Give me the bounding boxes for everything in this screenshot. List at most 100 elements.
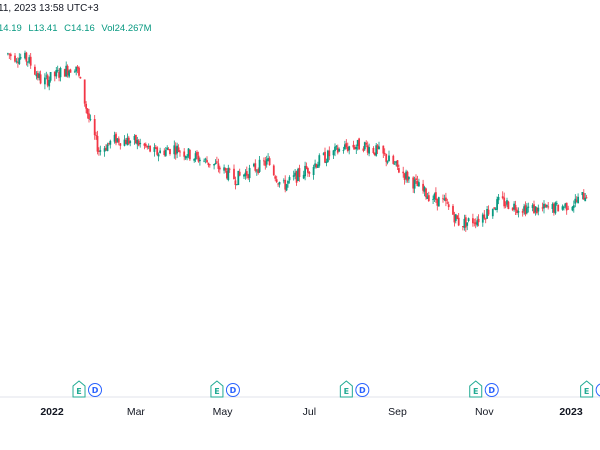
candle-body [237, 170, 240, 185]
candle-body [255, 170, 258, 172]
dividends-marker[interactable]: D [484, 383, 499, 397]
candle-body [79, 77, 82, 79]
candle-body [85, 103, 87, 109]
candle-body [368, 147, 370, 154]
candle [433, 192, 436, 202]
earnings-marker[interactable]: E [72, 380, 86, 398]
candle [213, 163, 215, 170]
candle [416, 175, 419, 187]
earnings-marker[interactable]: E [210, 380, 224, 398]
candle [467, 217, 470, 223]
candle-body [403, 173, 406, 180]
candle-body [218, 167, 221, 170]
candle-body [402, 171, 405, 174]
earnings-icon [469, 380, 483, 398]
candle-body [422, 183, 424, 191]
candle [386, 160, 389, 165]
candle [392, 154, 395, 165]
candle [456, 214, 459, 220]
candle-body [418, 182, 420, 187]
candle [432, 195, 434, 204]
candle-body [516, 209, 518, 213]
candle [109, 139, 112, 149]
candle-body [203, 160, 205, 162]
candle [157, 152, 160, 162]
candle-body [113, 134, 116, 142]
candle-body [267, 158, 269, 161]
earnings-marker[interactable]: E [339, 380, 353, 398]
candle [362, 146, 365, 153]
candle [86, 108, 89, 119]
candle [325, 158, 328, 167]
candle-body [557, 204, 560, 212]
candle [9, 52, 12, 61]
candle-body [39, 74, 42, 84]
candle-body [372, 148, 375, 153]
candle [179, 150, 181, 157]
candle-body [536, 207, 538, 214]
dividends-marker[interactable]: D [225, 383, 240, 397]
candle-body [199, 159, 201, 162]
candle [302, 170, 305, 180]
candle-body [272, 165, 275, 176]
candle-body [344, 144, 346, 150]
candle-body [224, 168, 227, 171]
candle [477, 214, 480, 227]
candle-body [423, 187, 426, 192]
candle-body [452, 205, 454, 215]
earnings-marker[interactable]: E [469, 380, 483, 398]
candle [282, 178, 285, 184]
candle-body [365, 142, 368, 145]
candle [446, 198, 449, 205]
candle-body [466, 222, 469, 226]
candle-body [318, 155, 321, 166]
candle-body [308, 172, 311, 174]
candle-body [282, 180, 285, 182]
candle [248, 164, 251, 183]
candle [332, 149, 335, 159]
candle [328, 146, 331, 161]
candle-body [213, 164, 215, 166]
candle-body [197, 155, 200, 162]
candle [342, 146, 345, 154]
candle [238, 168, 241, 177]
candle [113, 131, 116, 144]
dividends-marker[interactable]: D [355, 383, 370, 397]
candle [327, 149, 329, 163]
candle [584, 193, 587, 202]
candle-body [314, 163, 316, 167]
candle [99, 145, 102, 156]
candle-body [454, 214, 457, 221]
candle-body [338, 149, 341, 152]
candle-body [159, 150, 161, 154]
candle [14, 53, 16, 63]
candle-body [304, 165, 306, 177]
candle-body [332, 150, 335, 156]
candle [447, 201, 450, 210]
candle-body [88, 113, 90, 119]
candle-body [312, 167, 315, 175]
x-tick-label: 2023 [559, 406, 583, 418]
candle [557, 204, 560, 212]
candle [317, 161, 319, 168]
candle-body [386, 161, 389, 163]
candle [35, 71, 38, 80]
candle-body [356, 140, 359, 147]
candle-body [563, 207, 565, 208]
candle-body [554, 202, 557, 214]
dividends-marker[interactable]: D [88, 383, 103, 397]
dividends-marker[interactable]: D [595, 383, 600, 397]
candle-body [196, 151, 198, 156]
candle [96, 130, 99, 155]
candle-body [345, 143, 348, 148]
candle-body [68, 70, 70, 77]
earnings-marker[interactable]: E [580, 380, 594, 398]
candle [233, 164, 235, 180]
candle [564, 202, 567, 209]
candle-body [493, 207, 496, 209]
candle [55, 67, 58, 79]
candle [127, 135, 130, 145]
candle [524, 201, 527, 217]
candle [427, 191, 430, 202]
